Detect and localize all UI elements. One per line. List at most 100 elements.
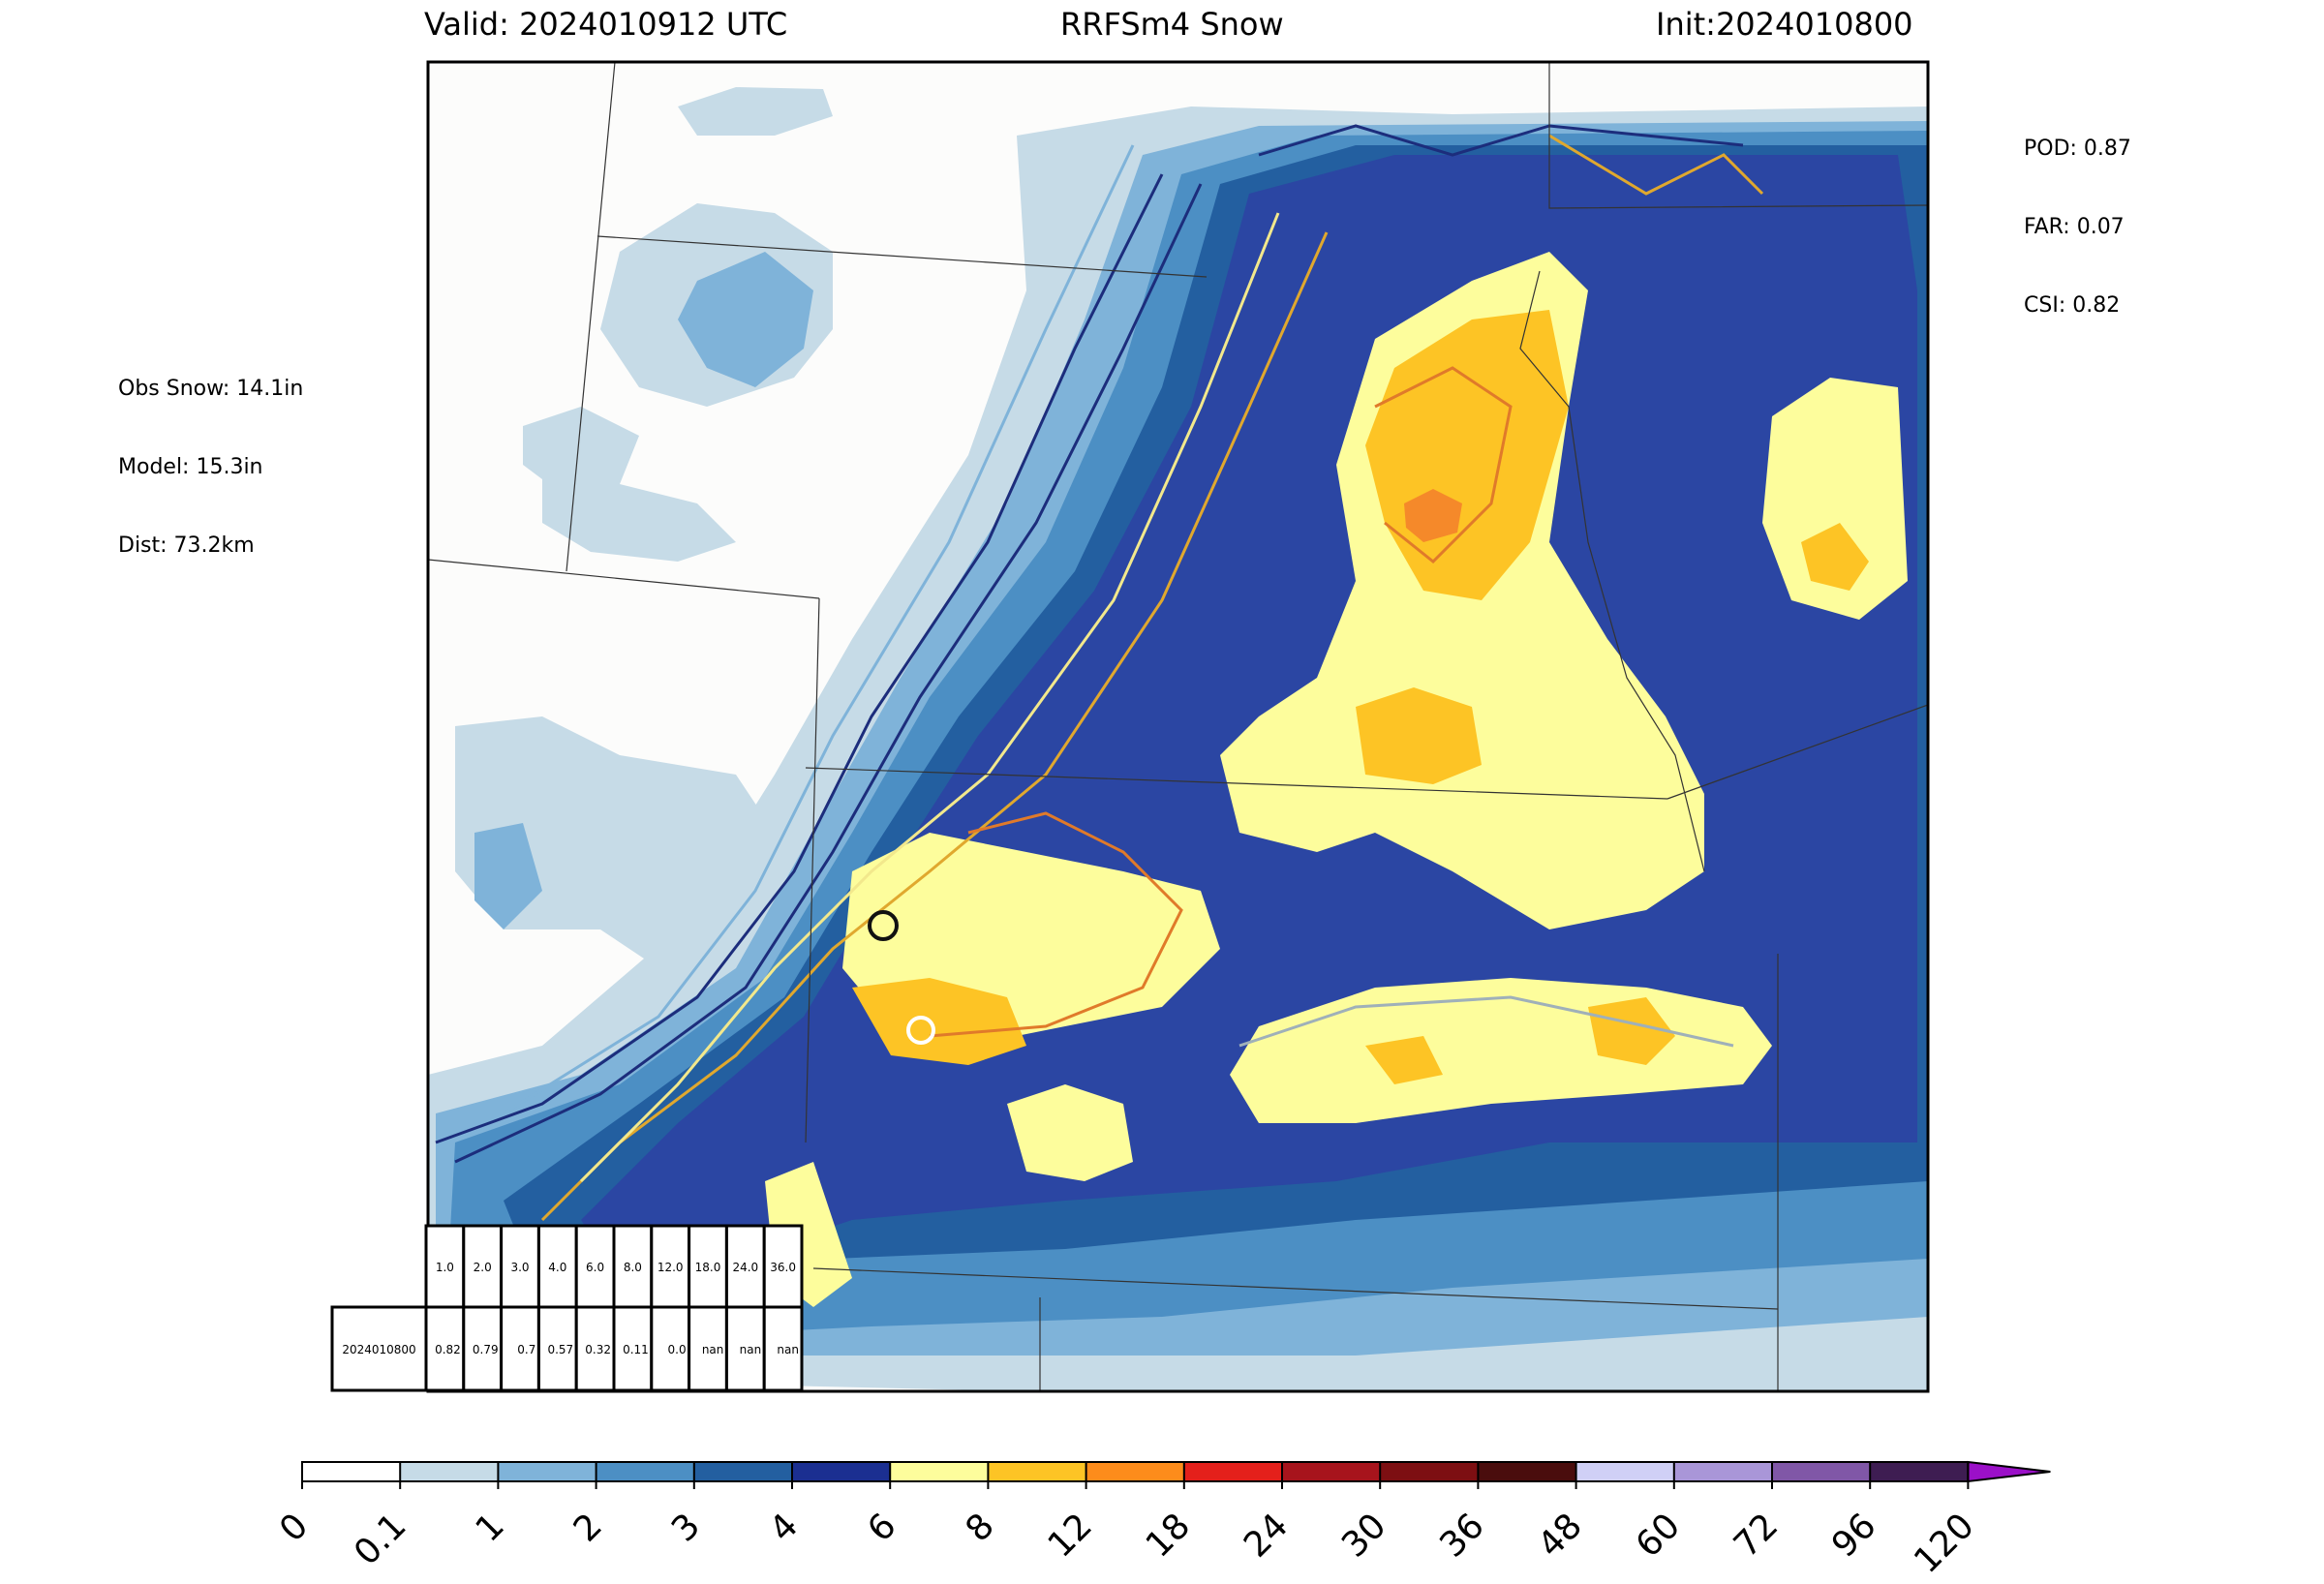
- colorbar-tick-label: 36: [1432, 1506, 1491, 1565]
- obs-snow: Obs Snow: 14.1in: [118, 377, 304, 401]
- contour-navy: [454, 183, 1203, 1164]
- contour-navy-north: [1258, 124, 1744, 157]
- contour-gray-south: [1238, 995, 1734, 1048]
- colorbar-bin: [302, 1462, 401, 1481]
- contour-yellow: [579, 212, 1280, 1183]
- threshold-header-label: 1.0: [436, 1261, 454, 1274]
- colorbar-bin: [498, 1462, 596, 1481]
- contour-lines: [435, 124, 1764, 1222]
- contour-navy-2: [435, 173, 1164, 1144]
- colorbar-bin: [1673, 1462, 1772, 1481]
- colorbar-bin: [1183, 1462, 1282, 1481]
- colorbar-bins: 0 0.1 1 2 3 4 6 8 12 18 24 30 36 48 60 72 96 120: [272, 1460, 2051, 1581]
- obs-marker-white: [906, 1016, 935, 1045]
- threshold-value-cell: [724, 1305, 766, 1392]
- threshold-header-label: 24.0: [732, 1261, 758, 1274]
- colorbar-bin: [1870, 1462, 1969, 1481]
- snow-region-gold-south: [1588, 997, 1675, 1065]
- colorbar-bin: [1478, 1462, 1576, 1481]
- threshold-value-label: nan: [740, 1343, 762, 1356]
- snow-region-gold-ne: [1801, 523, 1869, 591]
- threshold-value-label: 0.82: [435, 1343, 461, 1356]
- threshold-header-label: 3.0: [510, 1261, 529, 1274]
- contour-gold: [540, 231, 1329, 1222]
- threshold-value-cell: [650, 1305, 691, 1392]
- snow-patch-light-idaho: [542, 474, 736, 562]
- boundary-kansas: [1667, 704, 1928, 800]
- snow-region-gold-mid: [1356, 687, 1482, 784]
- colorbar-tick-label: 1: [469, 1506, 512, 1549]
- colorbar-bin: [1380, 1462, 1479, 1481]
- colorbar-tick-label: 0.1: [347, 1506, 413, 1572]
- colorbar-tick-label: 2: [566, 1506, 610, 1549]
- colorbar-tick-label: 0: [272, 1506, 316, 1549]
- colorbar-bin: [1086, 1462, 1184, 1481]
- colorbar-tick-label: 18: [1139, 1506, 1198, 1565]
- threshold-header-cell: [500, 1224, 540, 1309]
- boundary-river: [1519, 270, 1705, 872]
- boundary-north: [566, 62, 616, 572]
- colorbar-extend-arrow: [1967, 1460, 2051, 1483]
- boundary-utah-north: [428, 559, 820, 599]
- snow-region-gold-southwest: [1365, 1036, 1443, 1084]
- chart-title: RRFSm4 Snow: [1060, 6, 1284, 43]
- threshold-value-cell: [762, 1305, 804, 1392]
- csi-score: CSI: 0.82: [2024, 293, 2121, 318]
- snow-region-yellow-sw: [1007, 1084, 1133, 1181]
- colorbar-tick-label: 8: [959, 1506, 1002, 1549]
- colorbar-bin: [1575, 1462, 1674, 1481]
- snow-region-orange: [1404, 489, 1462, 542]
- colorbar-tick-label: 30: [1334, 1506, 1393, 1565]
- boundary-nebraska: [1548, 62, 1928, 209]
- point-panel: Obs Snow: 14.1in Model: 15.3in Dist: 73.…: [118, 323, 303, 585]
- contour-orange: [929, 811, 1183, 1038]
- threshold-value-cell: [536, 1305, 578, 1392]
- model-snow: Model: 15.3in: [118, 455, 263, 479]
- threshold-header-label: 12.0: [657, 1261, 684, 1274]
- colorbar-tick-label: 6: [860, 1506, 903, 1549]
- colorbar-tick-label: 72: [1727, 1506, 1786, 1565]
- threshold-value-label: 0.7: [517, 1343, 535, 1356]
- threshold-header-label: 2.0: [474, 1261, 492, 1274]
- snow-region-yellow-ne: [1762, 378, 1908, 620]
- threshold-header-label: 6.0: [586, 1261, 604, 1274]
- init-time-title: Init:2024010800: [1656, 6, 1913, 43]
- obs-marker-black: [868, 910, 899, 941]
- threshold-value-label: nan: [777, 1343, 799, 1356]
- threshold-value-label: 0.79: [473, 1343, 499, 1356]
- colorbar-bin: [596, 1462, 694, 1481]
- colorbar-tick-label: 3: [664, 1506, 708, 1549]
- threshold-header-label: 18.0: [695, 1261, 721, 1274]
- snow-patch-light-west: [523, 407, 639, 494]
- valid-time-title: Valid: 2024010912 UTC: [424, 6, 788, 43]
- boundary-utah-east: [805, 597, 820, 1143]
- threshold-value-cell: [574, 1305, 616, 1392]
- scores-panel: POD: 0.87 FAR: 0.07 CSI: 0.82: [2024, 83, 2131, 345]
- threshold-header-cell: [462, 1224, 504, 1309]
- colorbar-tick-label: 96: [1824, 1506, 1883, 1565]
- threshold-value-label: nan: [702, 1343, 724, 1356]
- colorbar-bin: [693, 1462, 792, 1481]
- threshold-value-cell: [612, 1305, 654, 1392]
- colorbar-bin: [792, 1462, 891, 1481]
- snow-patch-mid-utah: [474, 823, 542, 929]
- map-frame: [426, 60, 1930, 1393]
- threshold-header-label: 36.0: [770, 1261, 796, 1274]
- boundary-wyoming-north: [596, 235, 1208, 278]
- colorbar-bin: [1282, 1462, 1381, 1481]
- threshold-header-cell: [762, 1224, 804, 1309]
- colorbar-bin: [988, 1462, 1086, 1481]
- colorbar-bin: [890, 1462, 989, 1481]
- threshold-header-label: 4.0: [548, 1261, 566, 1274]
- point-distance: Dist: 73.2km: [118, 533, 255, 558]
- contour-orange-2: [1374, 366, 1513, 564]
- state-boundaries: [428, 62, 1928, 1391]
- threshold-table: 1.0 2.0 3.0 4.0 6.0 8.0 12.0 18.0 24.0 36.0 202401…: [330, 1224, 804, 1392]
- colorbar-tick-label: 12: [1041, 1506, 1100, 1565]
- contour-gold-east: [1548, 134, 1764, 196]
- contour-lightblue: [503, 144, 1135, 1115]
- threshold-value-label: 0.11: [623, 1343, 649, 1356]
- snow-patch-light-utah: [455, 716, 775, 968]
- boundary-colorado-north: [805, 767, 1668, 800]
